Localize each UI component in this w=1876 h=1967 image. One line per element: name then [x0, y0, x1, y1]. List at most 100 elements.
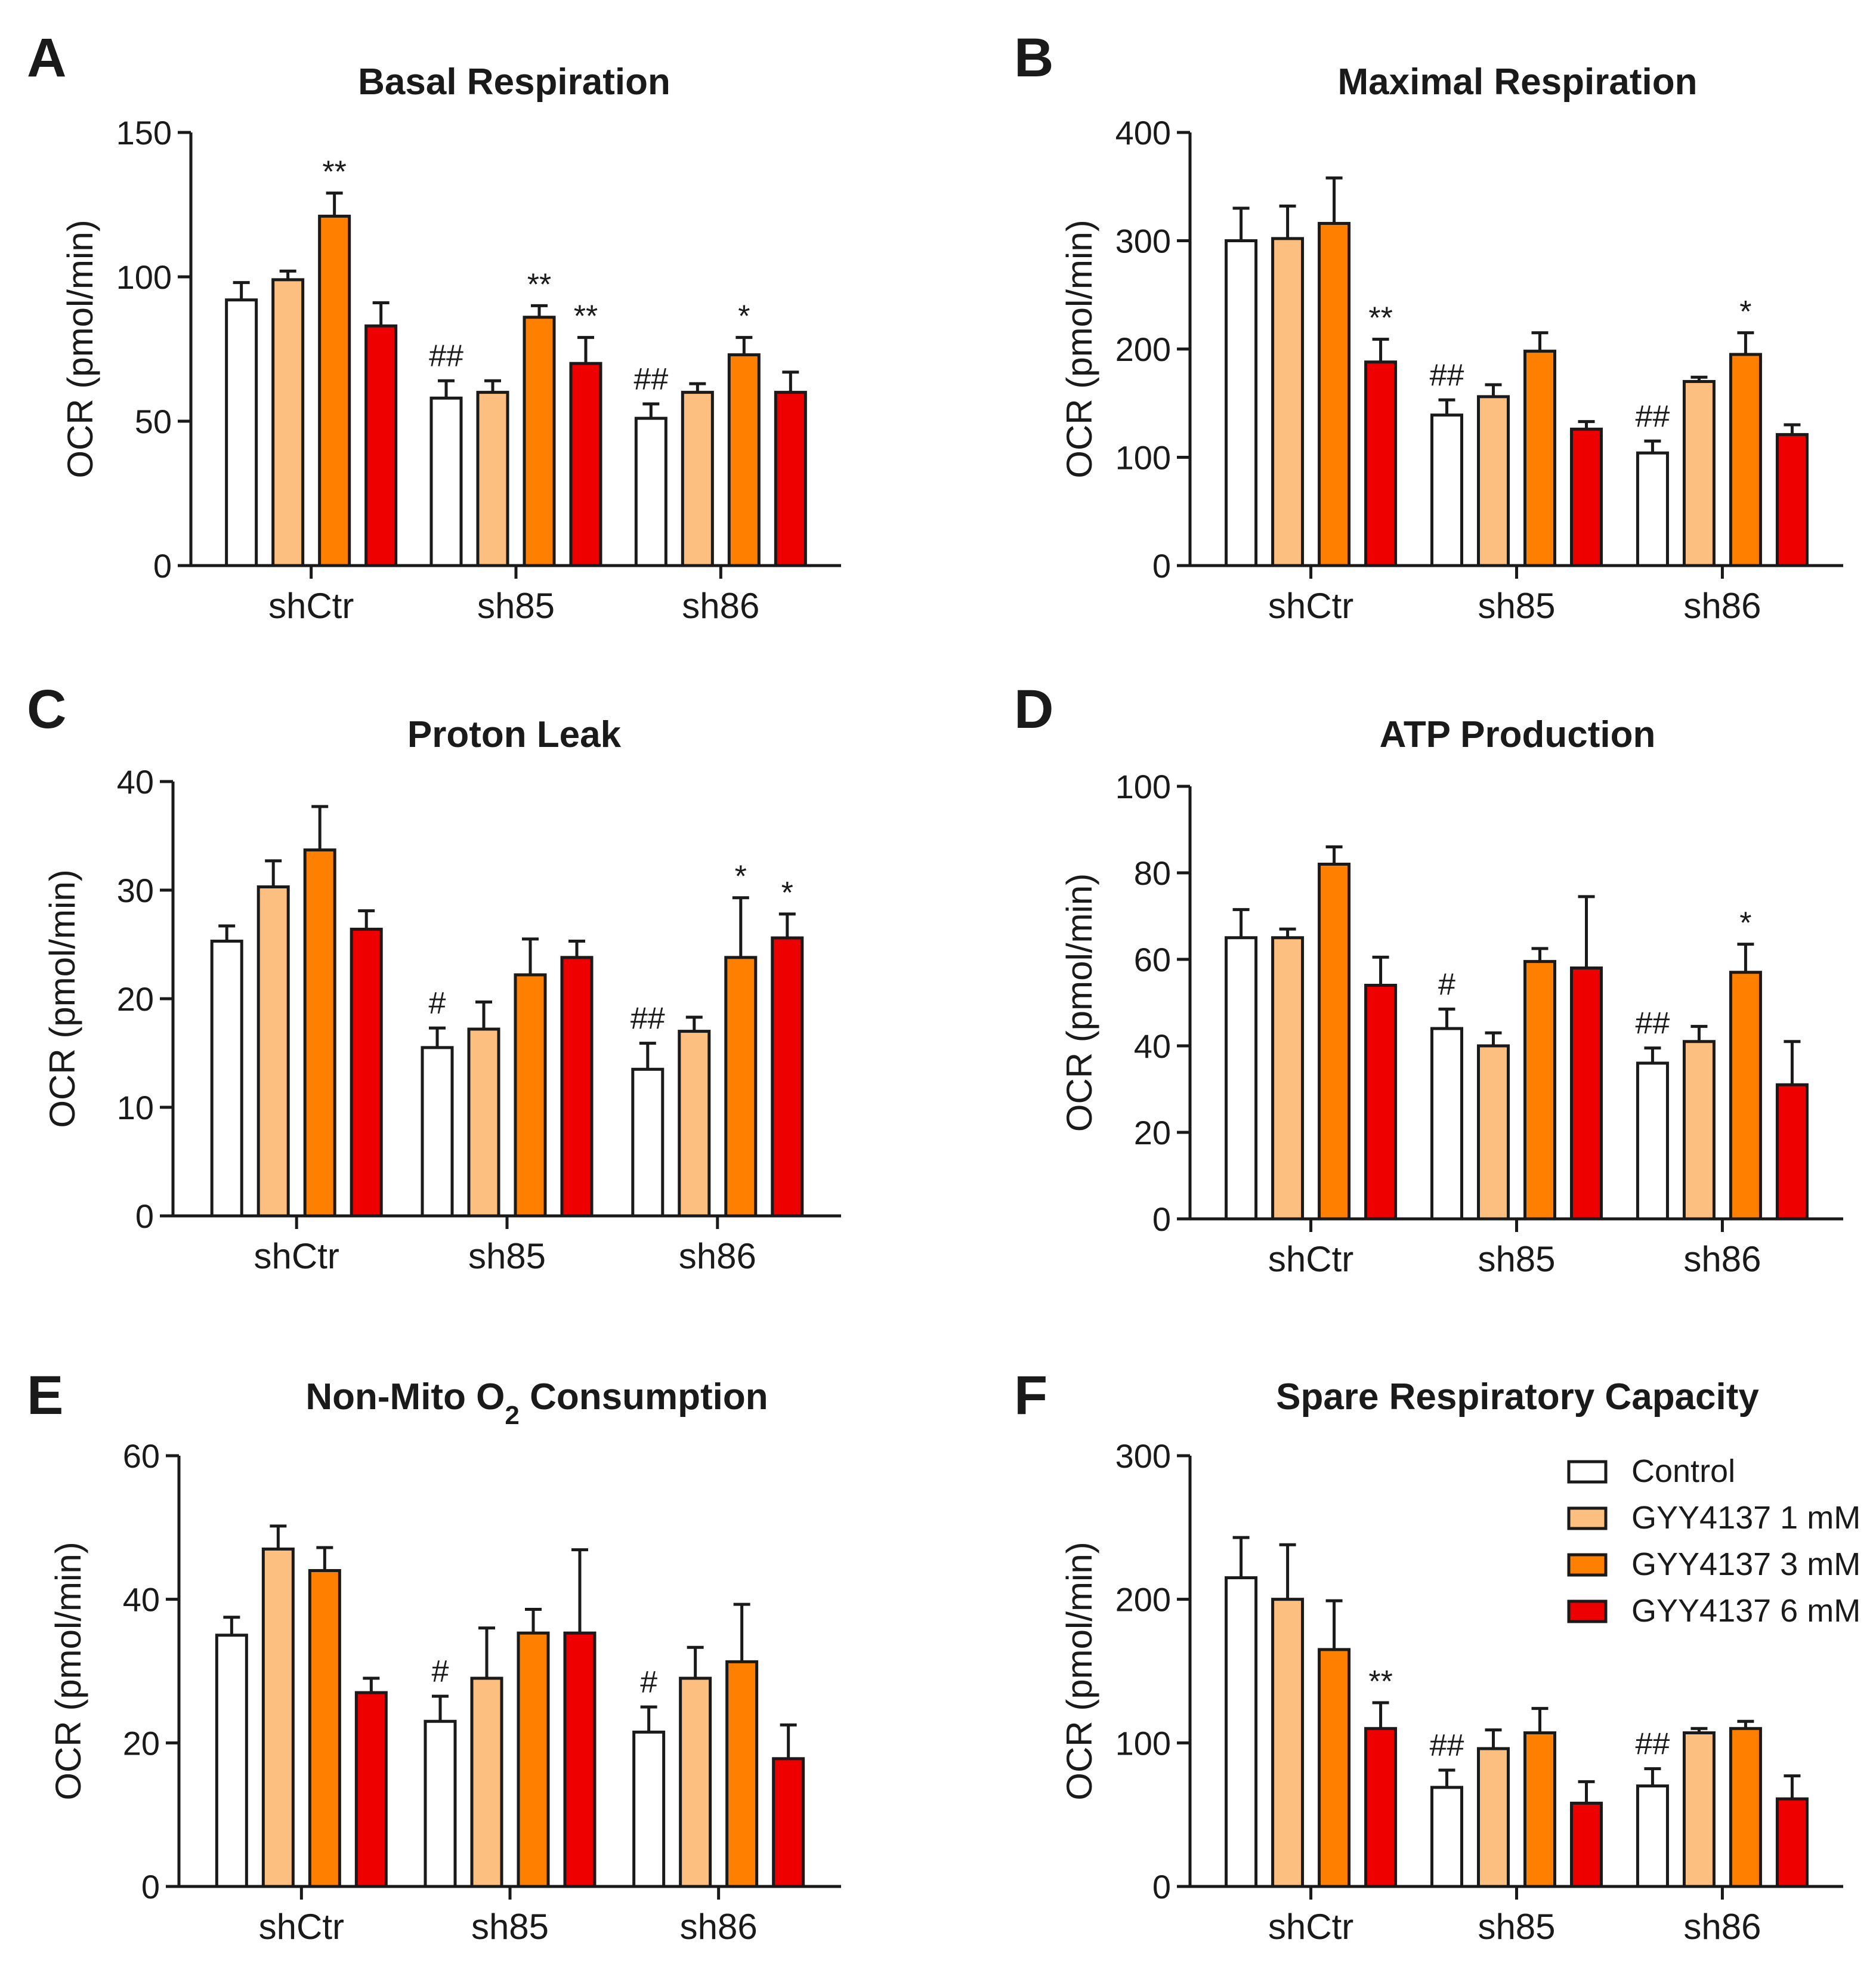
significance-mark: ##: [633, 362, 668, 397]
bar: [634, 416, 667, 567]
y-tick-label: 20: [117, 980, 154, 1018]
bar: [1775, 433, 1809, 567]
bar: [1318, 1648, 1351, 1888]
bar: [1729, 1727, 1762, 1888]
significance-mark: #: [432, 1654, 449, 1689]
bar: [1682, 1040, 1716, 1221]
x-tick-label: sh85: [468, 1236, 546, 1276]
significance-mark: **: [1368, 301, 1392, 336]
significance-mark: **: [527, 267, 551, 302]
bar: [1523, 960, 1556, 1221]
bar: [632, 1730, 666, 1888]
significance-mark: #: [640, 1665, 657, 1700]
bar: [476, 391, 509, 567]
panel-title: ATP Production: [1380, 714, 1656, 755]
y-tick-label: 0: [153, 547, 172, 585]
bar: [1729, 971, 1762, 1221]
significance-mark: #: [429, 986, 446, 1021]
bar: [1570, 427, 1603, 567]
significance-mark: ##: [1636, 399, 1670, 434]
bar: [1775, 1083, 1809, 1221]
bar: [1318, 221, 1351, 567]
panel-letter: D: [1014, 679, 1053, 740]
panel-title: Spare Respiratory Capacity: [1276, 1376, 1759, 1418]
bar: [467, 1027, 500, 1218]
panel-title: Non-Mito O2 Consumption: [305, 1376, 768, 1430]
bar: [772, 1757, 805, 1888]
x-tick-label: sh86: [1683, 1907, 1761, 1947]
y-axis-label: OCR (pmol/min): [1059, 1542, 1099, 1800]
x-tick-label: sh86: [680, 1907, 758, 1947]
y-axis-label: OCR (pmol/min): [60, 220, 100, 478]
significance-mark: #: [1438, 967, 1455, 1002]
panel-title: Proton Leak: [407, 714, 622, 755]
x-tick-label: shCtr: [259, 1907, 344, 1947]
bar: [727, 353, 761, 567]
significance-mark: ##: [1430, 358, 1464, 393]
y-tick-label: 50: [135, 403, 172, 440]
bar: [1430, 1027, 1463, 1221]
x-tick-label: sh85: [477, 586, 555, 626]
bar: [569, 362, 602, 567]
y-tick-label: 60: [123, 1437, 160, 1475]
bar: [424, 1719, 457, 1888]
bar: [1477, 1747, 1510, 1888]
bar: [517, 1631, 550, 1888]
panel-d: D ATP Production 0 20 40 60 80 100 OCR (pmol/min…: [1014, 679, 1843, 1279]
y-tick-label: 100: [116, 258, 172, 296]
bar: [1364, 360, 1398, 567]
legend: Control GYY4137 1 mM GYY4137 3 mM GYY4137 6…: [1567, 1453, 1860, 1629]
y-tick-label: 100: [1115, 768, 1171, 805]
bar: [1430, 1786, 1463, 1888]
y-tick-label: 0: [1152, 1868, 1171, 1906]
y-tick-label: 150: [116, 114, 172, 152]
bar: [560, 956, 594, 1218]
significance-mark: **: [574, 299, 598, 334]
significance-mark: ##: [429, 339, 463, 373]
significance-mark: ##: [631, 1002, 665, 1036]
bar: [1430, 413, 1463, 567]
bar: [318, 214, 351, 567]
y-axis-label: OCR (pmol/min): [1059, 220, 1099, 478]
bar: [1271, 1598, 1305, 1888]
y-tick-label: 40: [117, 763, 154, 801]
significance-mark: **: [322, 155, 346, 190]
legend-swatch: [1567, 1506, 1608, 1530]
y-tick-label: 100: [1115, 439, 1171, 477]
bar: [681, 391, 714, 567]
significance-mark: ##: [1430, 1728, 1464, 1763]
bar: [271, 278, 305, 567]
bar: [303, 848, 336, 1218]
x-tick-label: sh86: [1683, 586, 1761, 626]
legend-label: GYY4137 1 mM: [1631, 1500, 1860, 1536]
bar: [1523, 350, 1556, 567]
bar: [725, 1660, 759, 1888]
y-tick-label: 0: [1152, 1200, 1171, 1238]
x-tick-label: sh85: [1478, 1239, 1555, 1279]
panel-a: A Basal Respiration 0 50 100 150 OCR (pmol/min…: [27, 27, 841, 626]
legend-swatch: [1567, 1553, 1608, 1577]
bar: [225, 298, 258, 567]
x-tick-label: shCtr: [268, 586, 354, 626]
bar: [1636, 1784, 1669, 1888]
legend-label: GYY4137 3 mM: [1631, 1546, 1860, 1582]
y-tick-label: 300: [1115, 223, 1171, 260]
legend-swatch: [1567, 1599, 1608, 1623]
x-tick-label: sh85: [471, 1907, 549, 1947]
panel-letter: A: [27, 27, 66, 88]
panel-e: E Non-Mito O2 Consumption 0 20 40 60 OCR (pmol…: [27, 1365, 841, 1947]
bar: [1636, 1061, 1669, 1221]
bar: [774, 391, 807, 567]
bar: [364, 324, 398, 567]
significance-mark: *: [1739, 906, 1751, 941]
y-tick-label: 40: [1134, 1027, 1171, 1065]
bar: [1225, 1576, 1258, 1888]
y-tick-label: 40: [123, 1581, 160, 1619]
bar: [1682, 379, 1716, 567]
panel-letter: B: [1014, 27, 1053, 88]
y-axis-label: OCR (pmol/min): [48, 1542, 88, 1800]
bar: [679, 1676, 712, 1888]
y-tick-label: 20: [1134, 1114, 1171, 1151]
y-tick-label: 80: [1134, 854, 1171, 892]
